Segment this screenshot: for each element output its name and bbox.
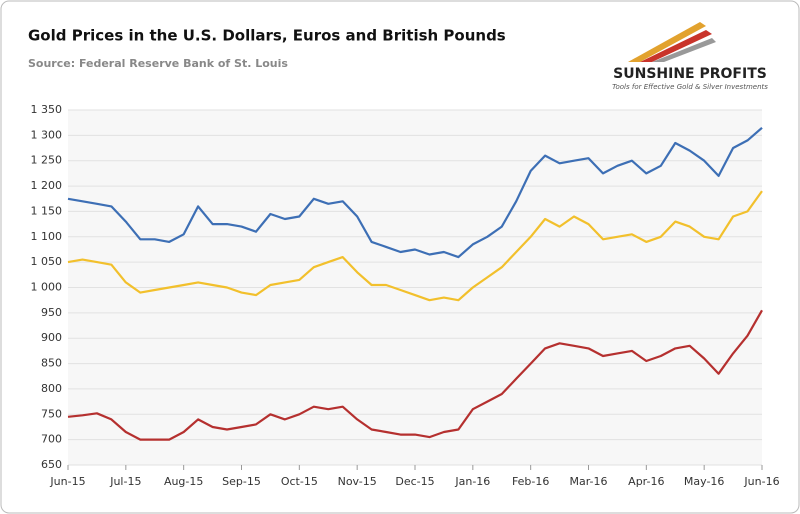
x-tick-label: Jul-15	[109, 475, 141, 488]
y-tick-label: 1 150	[31, 204, 63, 217]
logo-tagline: Tools for Effective Gold & Silver Invest…	[612, 83, 768, 91]
line-series	[67, 309, 763, 441]
x-tick-label: Apr-16	[628, 475, 664, 488]
line-series	[67, 190, 763, 302]
y-tick-label: 1 350	[31, 103, 63, 116]
y-tick-label: 850	[41, 357, 62, 370]
y-tick-label: 950	[41, 306, 62, 319]
logo-ray	[652, 38, 716, 62]
y-tick-label: 900	[41, 331, 62, 344]
logo: SUNSHINE PROFITS Tools for Effective Gol…	[612, 22, 768, 91]
y-tick-label: 1 250	[31, 154, 63, 167]
x-tick-label: Sep-15	[222, 475, 261, 488]
y-tick-label: 650	[41, 458, 62, 471]
y-tick-label: 1 000	[31, 281, 63, 294]
x-tick-label: Jan-16	[454, 475, 490, 488]
x-tick-label: Jun-16	[743, 475, 779, 488]
y-tick-label: 1 300	[31, 128, 63, 141]
y-tick-label: 1 050	[31, 255, 63, 268]
chart-subtitle: Source: Federal Reserve Bank of St. Loui…	[28, 57, 288, 70]
logo-name: SUNSHINE PROFITS	[613, 66, 767, 82]
y-tick-label: 1 200	[31, 179, 63, 192]
x-tick-label: May-16	[684, 475, 725, 488]
x-tick-label: Oct-15	[281, 475, 318, 488]
logo-ray	[640, 30, 712, 62]
x-tick-label: Nov-15	[338, 475, 377, 488]
y-tick-label: 800	[41, 382, 62, 395]
x-tick-label: Mar-16	[569, 475, 607, 488]
logo-ray	[628, 22, 706, 62]
y-tick-label: 1 100	[31, 230, 63, 243]
x-tick-label: Dec-15	[395, 475, 434, 488]
x-tick-label: Feb-16	[512, 475, 549, 488]
y-tick-label: 700	[41, 433, 62, 446]
x-tick-label: Jun-15	[49, 475, 85, 488]
chart-title: Gold Prices in the U.S. Dollars, Euros a…	[28, 27, 506, 45]
y-tick-label: 750	[41, 407, 62, 420]
x-tick-label: Aug-15	[164, 475, 203, 488]
line-series	[67, 126, 763, 259]
